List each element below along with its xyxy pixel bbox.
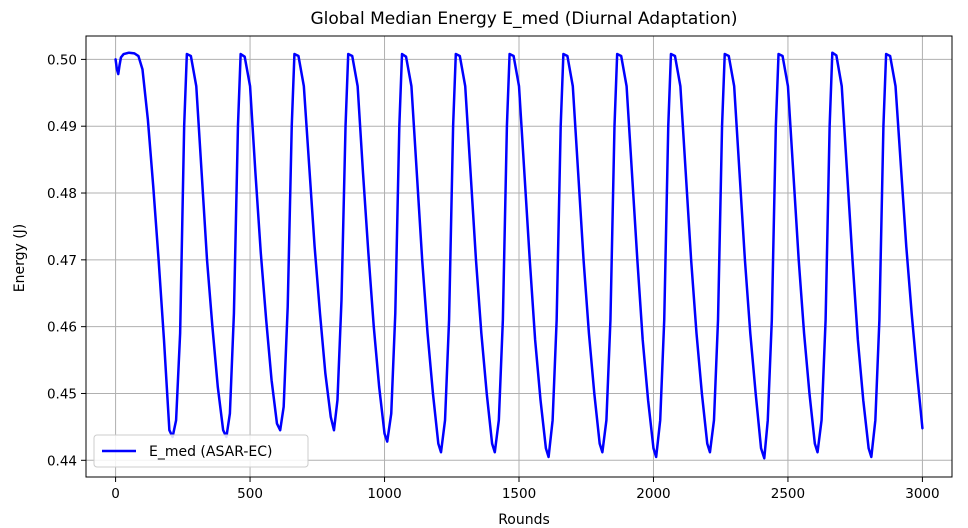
y-tick-label: 0.45: [47, 386, 77, 402]
y-tick-label: 0.49: [47, 119, 77, 135]
y-tick-label: 0.44: [47, 453, 77, 469]
x-tick-label: 1500: [502, 486, 536, 502]
x-tick-label: 1000: [367, 486, 401, 502]
y-tick-label: 0.47: [47, 253, 77, 269]
series-line-0: [114, 51, 924, 460]
grid: [86, 36, 952, 477]
x-tick-label: 2000: [636, 486, 670, 502]
y-axis-label: Energy (J): [12, 224, 28, 293]
y-tick-label: 0.50: [47, 52, 77, 68]
y-tick-label: 0.48: [47, 186, 77, 202]
chart-title: Global Median Energy E_med (Diurnal Adap…: [310, 9, 737, 29]
legend: E_med (ASAR-EC): [93, 434, 309, 468]
x-tick-label: 500: [237, 486, 263, 502]
y-axis-ticks: 0.44 0.45 0.46 0.47 0.48 0.49 0.50: [47, 52, 86, 469]
legend-box: [93, 434, 309, 468]
x-axis-ticks: 0 500 1000 1500 2000 2500 3000: [111, 477, 940, 502]
x-tick-label: 2500: [771, 486, 805, 502]
legend-entry-label: E_med (ASAR-EC): [149, 444, 273, 460]
x-tick-label: 3000: [905, 486, 939, 502]
y-tick-label: 0.46: [47, 320, 77, 336]
x-tick-label: 0: [111, 486, 120, 502]
series-layer: [114, 51, 924, 460]
x-axis-label: Rounds: [498, 512, 550, 528]
